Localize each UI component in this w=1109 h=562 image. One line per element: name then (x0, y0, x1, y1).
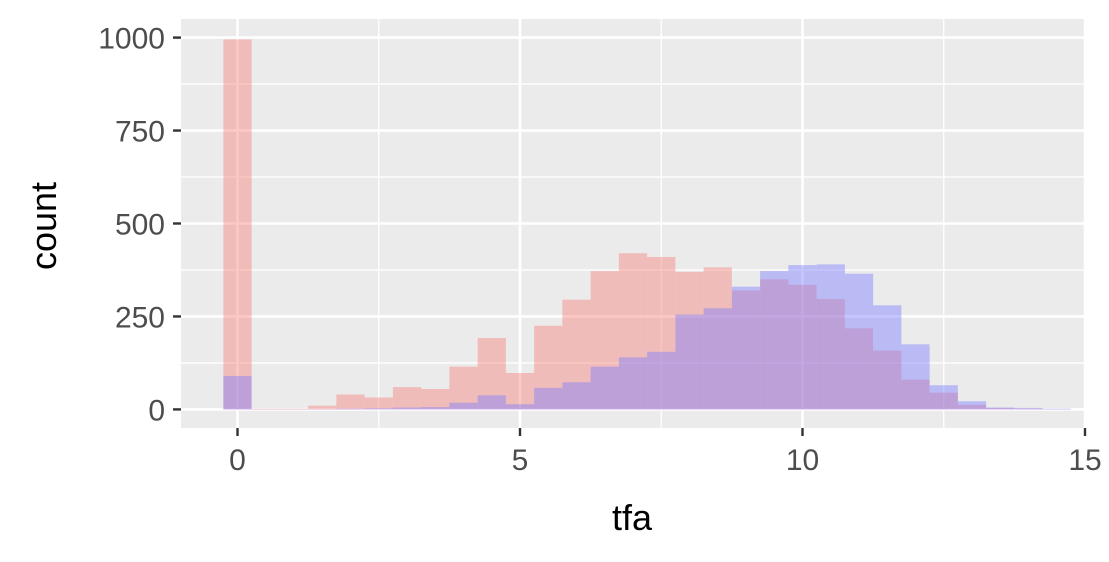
x-tick-label: 5 (512, 444, 529, 477)
series-group-blue (223, 264, 1071, 410)
histogram-bar (449, 402, 478, 410)
histogram-bar (364, 397, 393, 410)
histogram-bar (760, 279, 789, 410)
histogram-bar (986, 407, 1015, 410)
y-tick-label: 250 (115, 301, 165, 334)
histogram-bar (788, 284, 817, 410)
histogram-bar (844, 328, 874, 410)
histogram-bar (929, 392, 958, 410)
y-tick-label: 500 (115, 209, 165, 242)
histogram-bar (618, 253, 648, 410)
histogram-bar (957, 401, 987, 410)
histogram-bar (731, 286, 761, 410)
grid-major (181, 19, 1087, 428)
y-tick-label: 0 (148, 394, 165, 427)
histogram-bar (816, 298, 845, 410)
histogram-bar (703, 308, 732, 410)
histogram-bar (788, 265, 817, 410)
histogram-bar (675, 271, 704, 410)
x-tick-label: 10 (786, 444, 819, 477)
x-tick-label: 15 (1068, 444, 1101, 477)
histogram-bar (929, 385, 958, 410)
x-axis-tick-labels: 0 5 10 15 (229, 444, 1102, 477)
histogram-bar (590, 366, 619, 410)
histogram-bar (562, 382, 591, 410)
histogram-bar (477, 395, 506, 410)
histogram-bar (534, 325, 563, 410)
histogram-bar (901, 379, 930, 410)
histogram-bar (279, 408, 309, 410)
histogram-bar (392, 407, 422, 410)
histogram-bar (873, 350, 902, 410)
histogram-bar (251, 408, 280, 410)
y-axis-ticks (173, 36, 181, 411)
histogram-bar (873, 305, 902, 410)
histogram-bars (223, 39, 1071, 410)
histogram-bar (703, 267, 732, 410)
histogram-bar (1014, 407, 1043, 410)
x-axis-ticks (236, 428, 1087, 436)
histogram-bar (901, 344, 930, 410)
histogram-bar (647, 351, 676, 410)
y-axis-tick-labels: 0 250 500 750 1000 (98, 23, 165, 428)
histogram-bar (731, 290, 761, 410)
y-tick-label: 750 (115, 116, 165, 149)
x-axis-title: tfa (612, 497, 653, 538)
histogram-bar (675, 314, 704, 410)
histogram-bar (449, 366, 478, 410)
histogram-bar (336, 408, 365, 410)
histogram-bar (505, 372, 535, 410)
histogram-bar (505, 404, 535, 410)
histogram-bar (534, 387, 563, 410)
histogram-bar (760, 271, 789, 410)
histogram-bar (986, 407, 1015, 410)
x-tick-label: 0 (229, 444, 246, 477)
histogram-bar (308, 405, 337, 410)
histogram-bar (421, 407, 450, 410)
histogram-bar (364, 408, 393, 410)
histogram-bar (1014, 408, 1043, 410)
y-axis-title: count (23, 182, 64, 270)
histogram-bar (223, 39, 252, 410)
histogram-bar (562, 299, 591, 410)
histogram-bar (816, 264, 845, 410)
histogram-bar (647, 256, 676, 410)
y-tick-label: 1000 (98, 23, 165, 56)
histogram-bar (336, 394, 365, 410)
series-group-red (223, 39, 1071, 410)
histogram-bar (844, 273, 874, 410)
histogram-bar (590, 271, 619, 410)
histogram-bar (618, 357, 648, 410)
histogram-bar (392, 387, 422, 410)
histogram-bar (957, 404, 987, 410)
histogram-bar (1042, 408, 1071, 410)
histogram-bar (421, 388, 450, 410)
histogram-bar (477, 338, 506, 410)
histogram-bar (223, 375, 252, 410)
